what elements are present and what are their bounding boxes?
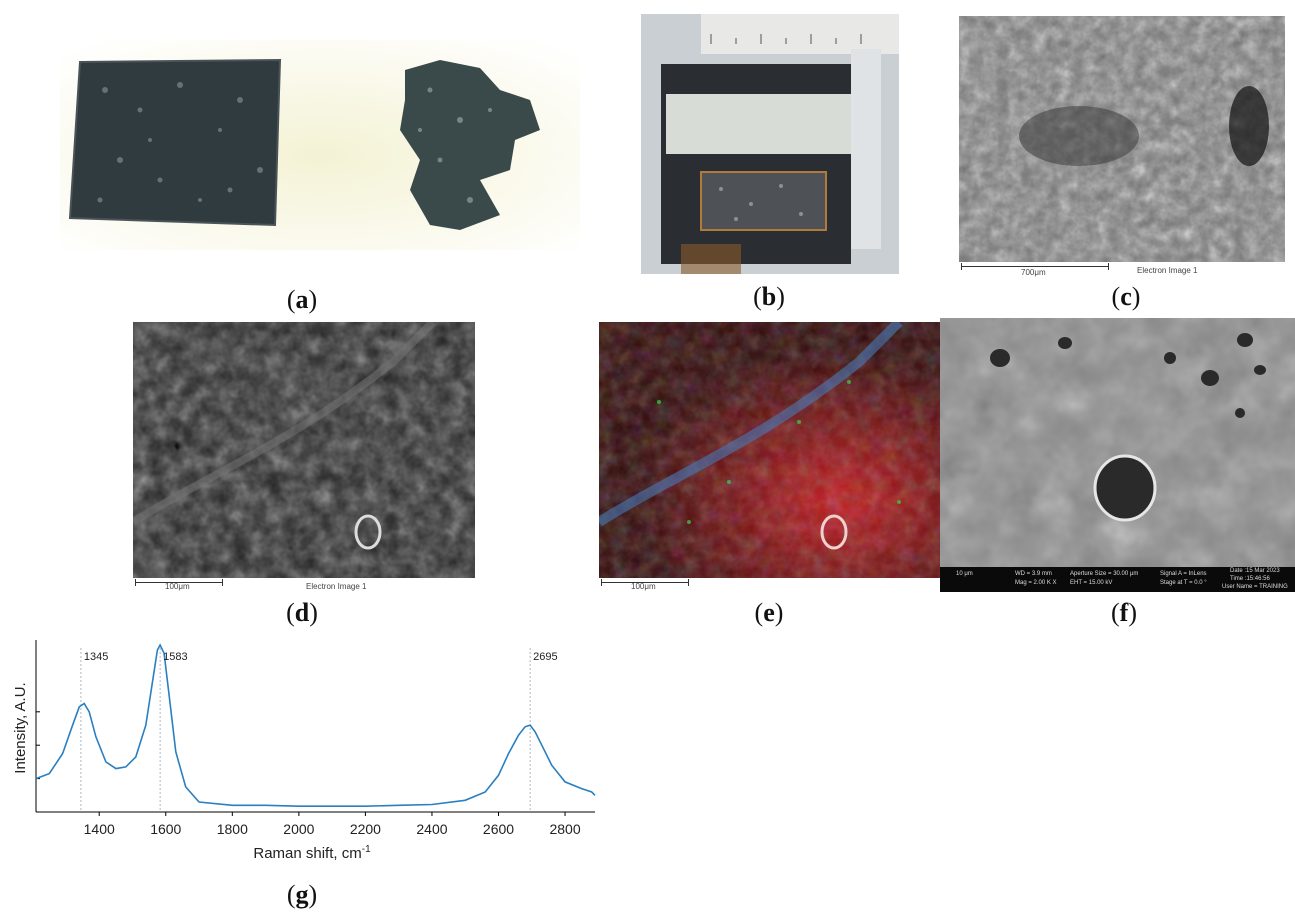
caption-c: (c) bbox=[1111, 282, 1141, 311]
x-axis-label: Raman shift, cm-1 bbox=[253, 844, 371, 862]
y-axis-label: Intensity, A.U. bbox=[12, 682, 29, 773]
sem-image-c bbox=[959, 16, 1285, 262]
scalebar-f-label: 10 μm bbox=[956, 571, 973, 577]
sem-eht: EHT = 15.00 kV bbox=[1070, 580, 1113, 586]
scalebar-e-label: 100μm bbox=[631, 582, 656, 591]
raman-spectrum-svg: 1400 1600 1800 2000 2200 2400 2600 2800 1345 158… bbox=[12, 640, 596, 862]
caption-e: (e) bbox=[754, 598, 784, 627]
panel-g-raman-chart: 1400 1600 1800 2000 2200 2400 2600 2800 1345 158… bbox=[0, 640, 610, 875]
x-tick-label: 1800 bbox=[217, 821, 248, 837]
x-tick-label: 1600 bbox=[150, 821, 181, 837]
caption-b: (b) bbox=[753, 282, 785, 311]
panel-b-photo bbox=[641, 14, 899, 274]
image-title-d: Electron Image 1 bbox=[306, 582, 367, 591]
peak-label: 1345 bbox=[84, 651, 108, 663]
panel-d-sem: 100μm Electron Image 1 bbox=[133, 322, 475, 592]
caption-f: (f) bbox=[1110, 598, 1137, 627]
panel-a-photo bbox=[60, 40, 580, 250]
sem-date: Date :15 Mar 2023 bbox=[1230, 568, 1280, 574]
caption-a: (a) bbox=[286, 285, 318, 314]
sem-time: Time :15:46:56 bbox=[1230, 576, 1270, 582]
scalebar-d-label: 100μm bbox=[165, 582, 190, 591]
scalebar-c bbox=[961, 263, 1109, 270]
scalebar-d bbox=[135, 579, 223, 586]
image-title-c: Electron Image 1 bbox=[1137, 266, 1198, 275]
x-tick-label: 2800 bbox=[549, 821, 580, 837]
eds-map-e bbox=[599, 322, 941, 578]
caption-g: (g) bbox=[286, 880, 318, 909]
scalebar-c-label: 700μm bbox=[1021, 268, 1046, 277]
panel-f-sem: 10 μm WD = 3.9 mm Mag = 2.00 K X Apertur… bbox=[940, 318, 1295, 592]
sem-mag: Mag = 2.00 K X bbox=[1015, 580, 1057, 586]
sem-image-d bbox=[133, 322, 475, 578]
sem-stage: Stage at T = 0.0 ° bbox=[1160, 580, 1207, 586]
sem-user: User Name = TRAINING bbox=[1222, 584, 1288, 590]
x-tick-label: 2200 bbox=[350, 821, 381, 837]
sample-photo bbox=[60, 40, 580, 250]
panel-c-sem: 700μm Electron Image 1 bbox=[959, 16, 1285, 278]
scalebar-e bbox=[601, 579, 689, 586]
spectrum-line bbox=[35, 643, 596, 807]
x-tick-label: 1400 bbox=[84, 821, 115, 837]
peak-label: 1583 bbox=[163, 651, 187, 663]
x-tick-label: 2600 bbox=[483, 821, 514, 837]
sem-aperture: Aperture Size = 30.00 μm bbox=[1070, 571, 1139, 577]
fixture-photo bbox=[641, 14, 899, 274]
sem-signal: Signal A = InLens bbox=[1160, 571, 1207, 577]
sem-info-bar: 10 μm WD = 3.9 mm Mag = 2.00 K X Apertur… bbox=[940, 567, 1295, 592]
x-tick-label: 2400 bbox=[416, 821, 447, 837]
sem-image-f bbox=[940, 318, 1295, 567]
peak-label: 2695 bbox=[533, 651, 557, 663]
sem-wd: WD = 3.9 mm bbox=[1015, 571, 1052, 577]
x-tick-label: 2000 bbox=[283, 821, 314, 837]
panel-e-eds: 100μm bbox=[599, 322, 941, 592]
caption-d: (d) bbox=[286, 598, 318, 627]
